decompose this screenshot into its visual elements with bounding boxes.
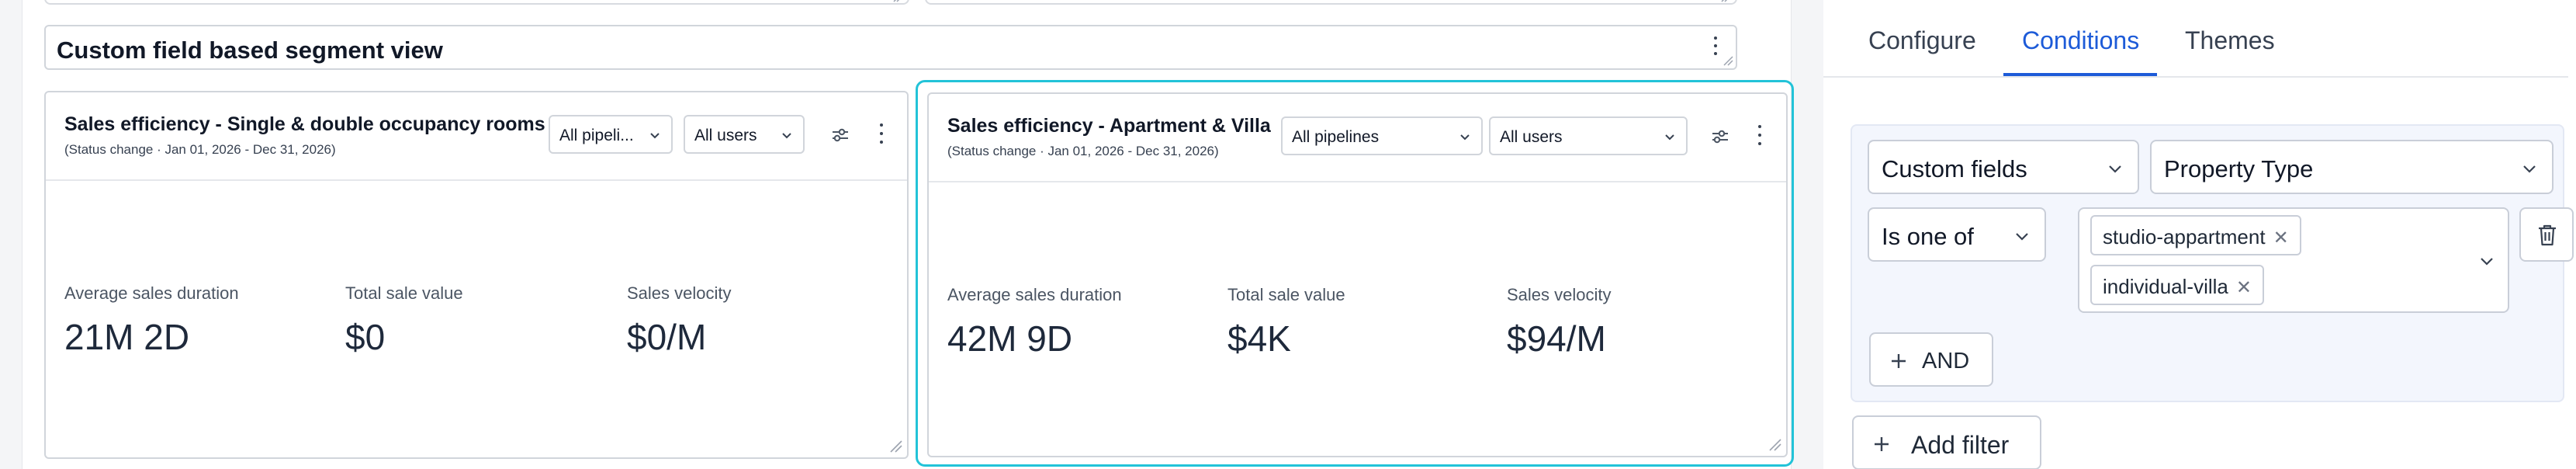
delete-condition-button[interactable] — [2519, 207, 2574, 262]
trash-icon — [2539, 224, 2556, 246]
metric-value-total-sale: $4K — [1227, 318, 1291, 359]
section-title[interactable]: Custom field based segment view — [57, 36, 443, 64]
resize-handle-icon[interactable] — [892, 0, 900, 2]
pipeline-select[interactable]: All pipeli... — [549, 115, 673, 154]
users-select-value: All users — [694, 127, 757, 144]
card-title: Sales efficiency - Single & double occup… — [64, 113, 545, 135]
settings-tabs: Configure Conditions Themes — [1823, 0, 2568, 78]
value-chip-label: studio-appartment — [2103, 225, 2266, 248]
field-type-select[interactable]: Custom fields — [1868, 140, 2139, 194]
selected-card-outline — [916, 80, 1794, 467]
active-tab-indicator — [2003, 73, 2157, 76]
tune-icon[interactable] — [830, 125, 850, 145]
pipeline-select-value: All pipeli... — [559, 127, 634, 144]
metric-label-avg-duration: Average sales duration — [64, 283, 239, 303]
chevron-down-icon — [2016, 233, 2028, 241]
pipeline-select[interactable]: All pipelines — [1281, 116, 1483, 155]
value-chip: individual-villa ✕ — [2090, 265, 2264, 305]
metric-value-sales-velocity: $0/M — [627, 317, 707, 357]
tab-themes[interactable]: Themes — [2185, 26, 2275, 54]
close-icon[interactable]: ✕ — [2273, 228, 2289, 248]
chevron-down-icon — [650, 133, 660, 139]
metric-value-total-sale: $0 — [345, 317, 386, 357]
plus-icon — [1892, 354, 1906, 368]
operator-value: Is one of — [1882, 223, 1974, 250]
chevron-down-icon — [2523, 165, 2536, 173]
chevron-down-icon — [1460, 134, 1470, 141]
pipeline-select-value: All pipelines — [1292, 128, 1380, 146]
dashboard-canvas: Custom field based segment view Sales ef… — [22, 0, 1794, 469]
report-card-single-double-rooms[interactable]: Sales efficiency - Single & double occup… — [44, 91, 909, 459]
field-value: Property Type — [2164, 155, 2314, 182]
section-menu-kebab-icon[interactable] — [1711, 36, 1720, 55]
tab-configure[interactable]: Configure — [1868, 26, 1976, 54]
card-subtitle: (Status change · Jan 01, 2026 - Dec 31, … — [947, 144, 1219, 158]
card-menu-kebab-icon[interactable] — [878, 123, 885, 144]
chevron-down-icon — [2481, 258, 2493, 266]
tune-icon[interactable] — [1710, 127, 1730, 147]
metric-label-total-sale: Total sale value — [1227, 285, 1345, 304]
add-filter-button[interactable]: Add filter — [1852, 415, 2041, 469]
card-subtitle: (Status change · Jan 01, 2026 - Dec 31, … — [64, 142, 336, 157]
field-select[interactable]: Property Type — [2150, 140, 2553, 194]
metric-value-avg-duration: 21M 2D — [64, 317, 190, 357]
card-menu-kebab-icon[interactable] — [1756, 125, 1764, 145]
report-card-apartment-villa[interactable]: Sales efficiency - Apartment & Villa (St… — [927, 92, 1788, 457]
chevron-down-icon — [782, 133, 791, 139]
card-title: Sales efficiency - Apartment & Villa — [947, 115, 1271, 137]
chevron-down-icon — [2109, 165, 2121, 173]
users-select[interactable]: All users — [1489, 116, 1688, 155]
value-chip: studio-appartment ✕ — [2090, 215, 2301, 255]
metric-value-avg-duration: 42M 9D — [947, 318, 1073, 359]
card-header: Sales efficiency - Apartment & Villa (St… — [929, 94, 1786, 182]
filter-group: Custom fields Property Type Is one of st… — [1851, 124, 2574, 402]
value-chip-label: individual-villa — [2103, 275, 2228, 298]
widget-settings-panel: Configure Conditions Themes Custom field… — [1823, 0, 2576, 469]
metric-value-sales-velocity: $94/M — [1507, 318, 1606, 359]
previous-widget-bottom — [925, 0, 1737, 5]
add-filter-label: Add filter — [1911, 431, 2010, 459]
metric-label-sales-velocity: Sales velocity — [627, 283, 732, 303]
card-header: Sales efficiency - Single & double occup… — [46, 92, 907, 181]
plus-icon — [1875, 437, 1889, 451]
metric-label-sales-velocity: Sales velocity — [1507, 285, 1612, 304]
values-multiselect[interactable]: studio-appartment ✕ individual-villa ✕ — [2078, 207, 2509, 313]
metric-label-total-sale: Total sale value — [345, 283, 463, 303]
tab-conditions[interactable]: Conditions — [2022, 26, 2140, 54]
add-and-condition-button[interactable]: AND — [1869, 332, 1993, 387]
section-header[interactable]: Custom field based segment view — [44, 25, 1737, 70]
users-select[interactable]: All users — [684, 115, 805, 154]
resize-handle-icon[interactable] — [1766, 436, 1781, 451]
metric-label-avg-duration: Average sales duration — [947, 285, 1122, 304]
resize-handle-icon[interactable] — [1720, 0, 1728, 2]
close-icon[interactable]: ✕ — [2235, 277, 2252, 298]
field-type-value: Custom fields — [1882, 155, 2027, 182]
operator-select[interactable]: Is one of — [1868, 207, 2046, 262]
users-select-value: All users — [1500, 128, 1563, 146]
and-button-label: AND — [1922, 349, 1970, 373]
chevron-down-icon — [1665, 134, 1674, 141]
previous-widget-bottom — [44, 0, 909, 5]
resize-handle-icon[interactable] — [1721, 54, 1733, 66]
resize-handle-icon[interactable] — [887, 437, 902, 453]
